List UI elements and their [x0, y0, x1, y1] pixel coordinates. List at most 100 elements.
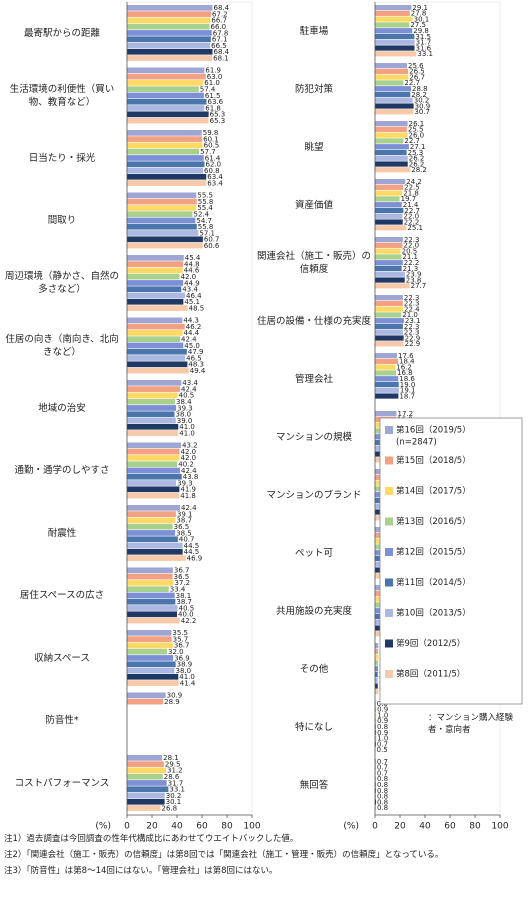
bar — [127, 142, 203, 149]
bar — [127, 786, 169, 793]
bar — [127, 442, 181, 449]
value-label: 55.4 — [197, 204, 213, 212]
category-label: 資産価値 — [294, 199, 333, 211]
bar — [375, 155, 408, 161]
bar — [127, 111, 209, 118]
value-label: 31.5 — [415, 33, 431, 41]
value-label: 39.3 — [177, 404, 193, 412]
value-label: 1.0 — [377, 711, 388, 719]
bar — [127, 155, 204, 161]
value-label: 44.3 — [183, 317, 199, 325]
bar — [127, 586, 169, 593]
bar — [375, 741, 376, 747]
value-label: 44.5 — [184, 542, 200, 550]
value-label: 60.6 — [204, 242, 220, 250]
category-label: 無回答 — [299, 779, 329, 791]
value-label: 37.2 — [175, 579, 191, 587]
value-label: 41.0 — [179, 429, 195, 437]
value-label: 40.5 — [179, 604, 195, 612]
bar — [127, 167, 203, 174]
bar — [375, 22, 410, 28]
value-label: 41.8 — [180, 492, 196, 500]
value-label: 43.2 — [182, 442, 198, 450]
value-label: 27.1 — [410, 143, 426, 151]
bar — [127, 342, 184, 349]
value-label: 21.0 — [402, 311, 418, 319]
bar — [127, 605, 178, 611]
value-label: 29.5 — [165, 760, 181, 768]
bar — [127, 630, 172, 636]
value-label: 38.7 — [176, 517, 192, 525]
bar — [127, 48, 213, 55]
bar — [375, 729, 377, 736]
x-tick-label: 20 — [394, 822, 406, 832]
bar — [375, 323, 403, 330]
legend-label: 第11回（2014/5） — [396, 577, 471, 588]
value-label: 22.3 — [404, 323, 420, 331]
bar — [375, 787, 376, 794]
value-label: 57.7 — [200, 148, 216, 156]
value-label: 46.9 — [187, 554, 203, 562]
value-label: 42.4 — [181, 467, 197, 475]
value-label: 44.5 — [184, 548, 200, 556]
value-label: 19.1 — [400, 387, 416, 395]
category-label: 特になし — [294, 721, 333, 733]
value-label: 26.0 — [409, 131, 425, 139]
bar — [127, 530, 176, 536]
value-label: 16.2 — [396, 363, 412, 371]
value-label: 25.5 — [408, 126, 424, 134]
value-label: 21.1 — [402, 253, 418, 261]
bar — [127, 17, 211, 24]
value-label: 45.0 — [184, 342, 200, 350]
bar — [127, 761, 164, 767]
value-label: 54.7 — [196, 217, 212, 225]
value-label: 19.7 — [401, 195, 417, 203]
bar — [127, 523, 173, 530]
value-label: 16.8 — [397, 369, 413, 377]
bar — [127, 642, 173, 649]
value-label: 42.0 — [181, 273, 197, 281]
value-label: 35.5 — [172, 629, 188, 637]
x-tick-label: 80 — [469, 822, 481, 832]
bar — [127, 548, 183, 555]
value-label: 38.0 — [176, 411, 192, 419]
bar — [127, 392, 178, 399]
bar — [127, 205, 197, 211]
value-label: 42.4 — [181, 385, 197, 393]
bar — [375, 387, 399, 393]
bar — [127, 355, 186, 361]
bar — [375, 74, 409, 80]
value-label: 30.2 — [166, 792, 182, 800]
value-label: 0.8 — [377, 723, 388, 731]
value-label: 68.1 — [213, 54, 229, 62]
bar — [375, 80, 404, 86]
bar — [375, 144, 409, 150]
value-label: 57.1 — [199, 229, 215, 237]
bar — [127, 305, 188, 311]
bar — [127, 261, 183, 267]
bar — [127, 398, 175, 405]
bar — [375, 776, 376, 782]
value-label: 36.9 — [174, 654, 190, 662]
value-label: 33.1 — [417, 50, 433, 58]
value-label: 42.2 — [181, 617, 197, 625]
bar — [127, 192, 197, 199]
x-tick-label: 40 — [419, 822, 431, 832]
value-label: 0.8 — [377, 775, 388, 783]
bar — [127, 661, 176, 668]
bar — [127, 480, 177, 486]
value-label: 40.2 — [178, 460, 194, 468]
x-tick-label: 100 — [243, 822, 260, 832]
bar — [127, 773, 163, 780]
legend-swatch — [385, 487, 393, 495]
bar — [375, 132, 408, 138]
bar — [127, 592, 175, 599]
bar — [375, 167, 411, 173]
bar — [375, 63, 407, 69]
legend-swatch — [385, 548, 393, 556]
bar — [375, 5, 412, 11]
value-label: 22.3 — [404, 236, 420, 244]
value-label: 22.7 — [404, 207, 420, 215]
bar — [375, 265, 402, 272]
bar — [127, 405, 177, 411]
